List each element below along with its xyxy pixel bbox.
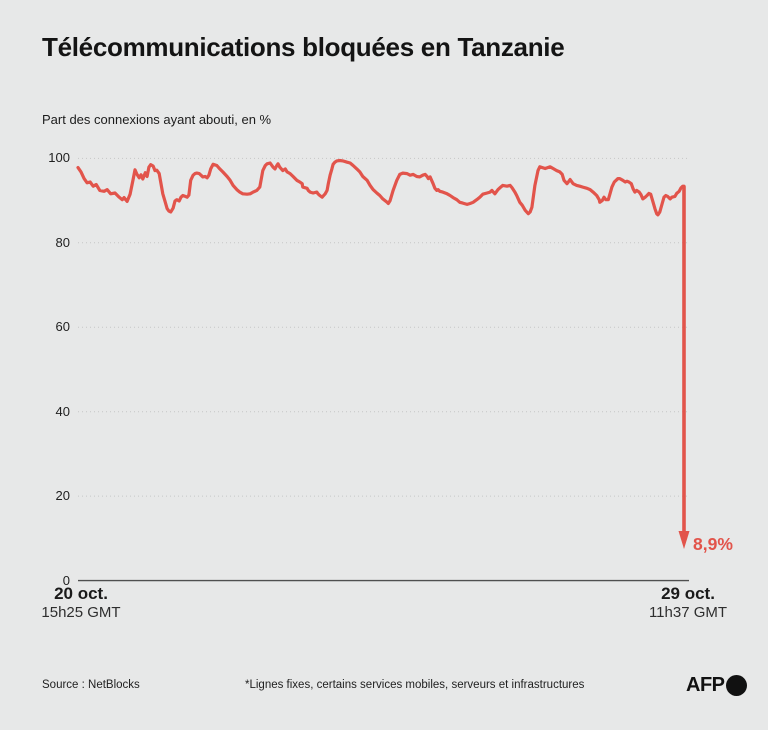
chart-subtitle: Part des connexions ayant abouti, en % [42, 112, 272, 127]
footnote: *Lignes fixes, certains services mobiles… [245, 679, 585, 691]
y-axis-tick-label: 40 [55, 403, 70, 419]
x-axis-end-label: 29 oct. 11h37 GMT [646, 584, 730, 623]
final-value-label: 8,9% [693, 534, 733, 554]
arrow-down-icon [678, 531, 690, 550]
afp-logo: AFP [686, 674, 747, 697]
x-end-date: 29 oct. [661, 584, 715, 603]
y-axis-tick-label: 0 [62, 572, 70, 588]
y-axis-tick-label: 20 [55, 488, 70, 504]
afp-logo-text: AFP [686, 674, 725, 696]
data-line [76, 158, 686, 217]
afp-logo-globe-icon [725, 675, 747, 696]
x-end-time: 11h37 GMT [648, 604, 728, 622]
page-title: Télécommunications bloquées en Tanzanie [42, 32, 565, 62]
x-start-date: 20 oct. [54, 584, 108, 603]
x-start-time: 15h25 GMT [41, 604, 121, 622]
y-axis-tick-label: 60 [55, 319, 70, 335]
y-axis-tick-label: 80 [55, 234, 70, 250]
x-axis-start-label: 20 oct. 15h25 GMT [39, 584, 123, 623]
y-axis-tick-label: 100 [48, 150, 70, 166]
source-credit: Source : NetBlocks [42, 679, 140, 691]
